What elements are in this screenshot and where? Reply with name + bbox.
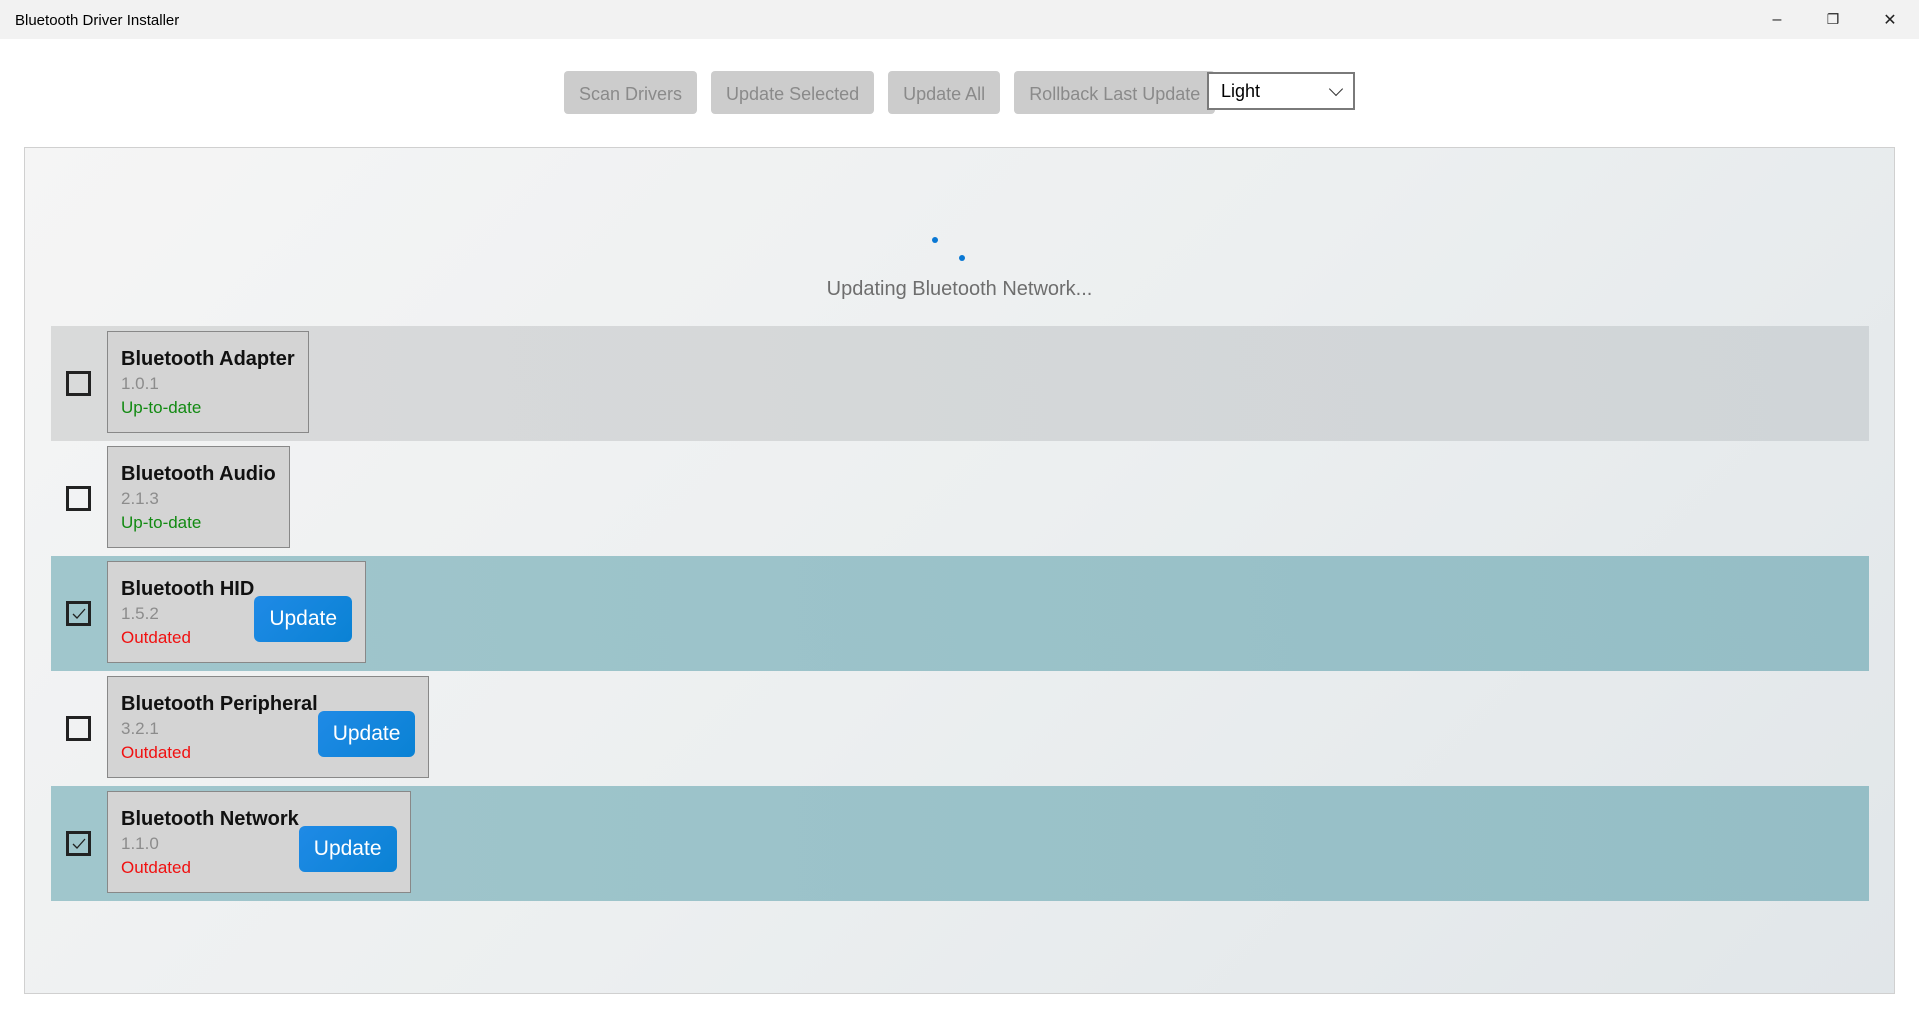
driver-card: Bluetooth Adapter 1.0.1 Up-to-date — [107, 331, 309, 433]
driver-row[interactable]: Bluetooth HID 1.5.2 Outdated Update — [51, 556, 1869, 671]
minimize-button[interactable]: – — [1749, 0, 1805, 39]
update-driver-button[interactable]: Update — [254, 596, 353, 642]
driver-info: Bluetooth Peripheral 3.2.1 Outdated — [121, 691, 318, 765]
theme-select[interactable]: Light — [1207, 72, 1355, 110]
driver-name: Bluetooth Network — [121, 808, 299, 830]
driver-card: Bluetooth Audio 2.1.3 Up-to-date — [107, 446, 290, 548]
driver-version: 1.5.2 — [121, 604, 159, 623]
driver-info: Bluetooth Audio 2.1.3 Up-to-date — [121, 461, 276, 535]
driver-row[interactable]: Bluetooth Adapter 1.0.1 Up-to-date — [51, 326, 1869, 441]
restore-icon: ❐ — [1826, 11, 1840, 27]
spinner-dot — [959, 255, 965, 261]
driver-panel: Updating Bluetooth Network... Bluetooth … — [24, 147, 1895, 994]
driver-name: Bluetooth Audio — [121, 463, 276, 485]
update-driver-button[interactable]: Update — [298, 826, 397, 872]
update-selected-button[interactable]: Update Selected — [711, 71, 875, 114]
driver-row[interactable]: Bluetooth Network 1.1.0 Outdated Update — [51, 786, 1869, 901]
driver-info: Bluetooth Network 1.1.0 Outdated — [121, 806, 299, 880]
driver-name: Bluetooth HID — [121, 578, 255, 600]
driver-info: Bluetooth Adapter 1.0.1 Up-to-date — [121, 346, 295, 420]
theme-select-value: Light — [1221, 81, 1261, 101]
close-button[interactable]: ✕ — [1862, 0, 1918, 39]
rollback-last-update-button[interactable]: Rollback Last Update — [1014, 71, 1216, 114]
window-title: Bluetooth Driver Installer — [15, 12, 180, 29]
driver-status: Up-to-date — [121, 398, 202, 417]
driver-checkbox[interactable] — [66, 716, 91, 741]
driver-status: Outdated — [121, 628, 191, 647]
driver-checkbox[interactable] — [66, 831, 91, 856]
spinner-dot — [932, 237, 938, 243]
driver-card: Bluetooth Peripheral 3.2.1 Outdated Upda… — [107, 676, 430, 778]
driver-info: Bluetooth HID 1.5.2 Outdated — [121, 576, 254, 650]
driver-status: Outdated — [121, 743, 191, 762]
driver-checkbox[interactable] — [66, 371, 91, 396]
driver-version: 2.1.3 — [121, 489, 159, 508]
driver-name: Bluetooth Adapter — [121, 348, 295, 370]
update-driver-button[interactable]: Update — [317, 711, 416, 757]
status-text: Updating Bluetooth Network... — [826, 278, 1093, 300]
driver-status: Outdated — [121, 858, 191, 877]
driver-version: 1.1.0 — [121, 834, 159, 853]
minimize-icon: – — [1772, 10, 1782, 28]
driver-version: 3.2.1 — [121, 719, 159, 738]
close-icon: ✕ — [1883, 11, 1897, 29]
update-all-button[interactable]: Update All — [888, 71, 1001, 114]
driver-row[interactable]: Bluetooth Audio 2.1.3 Up-to-date — [51, 441, 1869, 556]
driver-version: 1.0.1 — [121, 374, 159, 393]
driver-card: Bluetooth Network 1.1.0 Outdated Update — [107, 791, 411, 893]
driver-card: Bluetooth HID 1.5.2 Outdated Update — [107, 561, 367, 663]
driver-name: Bluetooth Peripheral — [121, 693, 318, 715]
title-bar: Bluetooth Driver Installer – ❐ ✕ — [0, 0, 1919, 39]
scan-drivers-button[interactable]: Scan Drivers — [564, 71, 698, 114]
chevron-down-icon — [1328, 81, 1344, 97]
toolbar: Scan Drivers Update Selected Update All … — [564, 71, 1216, 114]
driver-checkbox[interactable] — [66, 486, 91, 511]
restore-button[interactable]: ❐ — [1805, 0, 1861, 39]
driver-status: Up-to-date — [121, 513, 202, 532]
driver-checkbox[interactable] — [66, 601, 91, 626]
driver-row[interactable]: Bluetooth Peripheral 3.2.1 Outdated Upda… — [51, 671, 1869, 786]
